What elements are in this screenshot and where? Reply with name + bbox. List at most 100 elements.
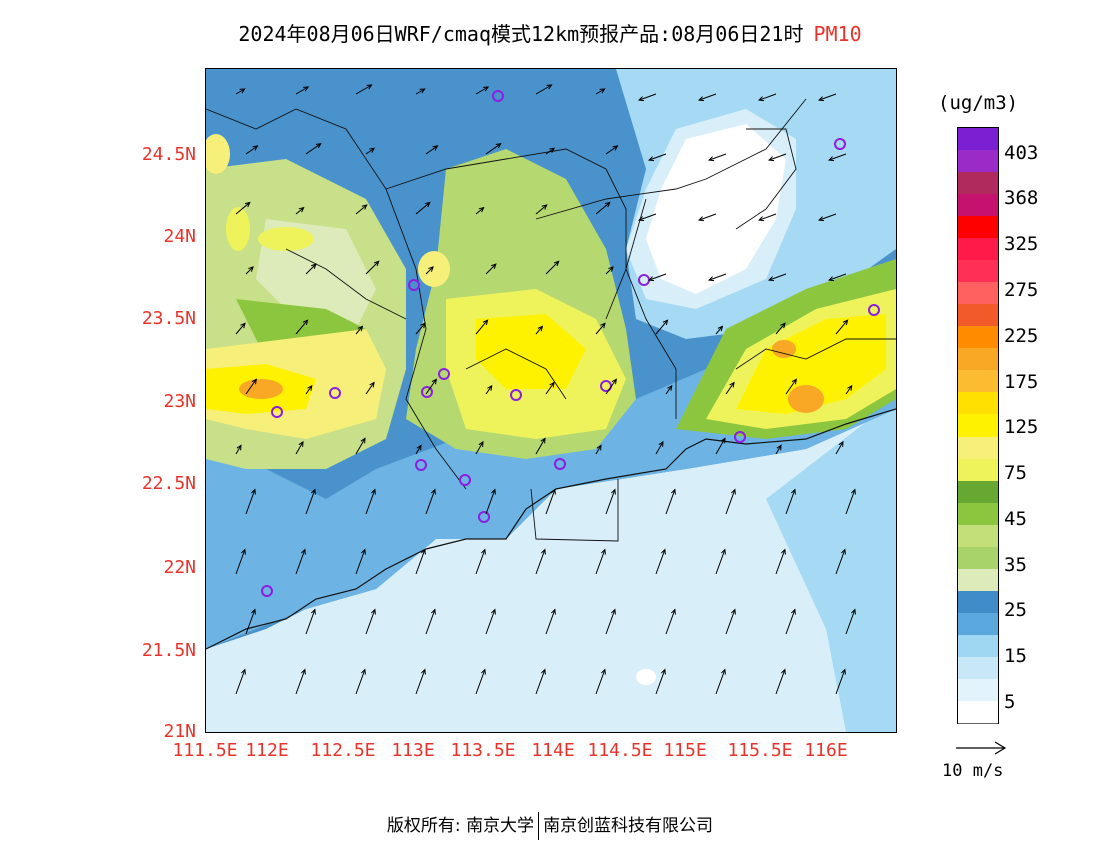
wind-arrow-head: [541, 204, 548, 210]
wind-arrow-head: [776, 444, 782, 451]
legend-label: 175: [1004, 371, 1039, 393]
wind-arrow-head: [478, 440, 484, 447]
legend-color-segment: [958, 172, 998, 196]
legend-color-segment: [958, 502, 998, 526]
wind-arrow-head: [838, 440, 844, 447]
wind-arrow-head: [658, 440, 664, 447]
outer-sea-band: [766, 399, 896, 732]
wind-arrow-head: [670, 488, 676, 495]
station-marker: [438, 368, 450, 380]
legend-color-segment: [958, 568, 998, 592]
legend-color-segment: [958, 700, 998, 724]
wind-arrow-head: [549, 147, 556, 153]
wind-arrow: [235, 322, 246, 335]
wind-arrow: [355, 669, 366, 695]
legend-label: 403: [1004, 142, 1039, 164]
legend-color-segment: [958, 128, 998, 152]
wind-arrow: [305, 263, 317, 275]
wind-arrow-head: [758, 96, 765, 102]
lat-label: 22.5N: [141, 473, 196, 494]
wind-arrow-head: [360, 437, 366, 444]
legend-label: 368: [1004, 187, 1039, 209]
wind-arrow: [715, 326, 723, 335]
wind-arrow-head: [360, 548, 366, 555]
wind-arrow: [545, 382, 555, 395]
wind-arrow: [715, 549, 726, 575]
wind-arrow: [485, 489, 496, 515]
wind-arrow: [775, 445, 782, 455]
wind-arrow-head: [660, 668, 666, 675]
wind-arrow-head: [537, 325, 544, 332]
wind-arrow: [845, 609, 856, 635]
wind-arrow-head: [667, 384, 673, 391]
city-border-3: [735, 338, 896, 370]
wind-arrow: [595, 322, 606, 335]
sea-white-patch: [636, 669, 656, 685]
wind-arrow: [535, 326, 543, 335]
station-marker: [459, 474, 471, 486]
lat-label: 24N: [163, 226, 196, 247]
wind-arrow-head: [428, 266, 434, 272]
wind-arrow: [545, 609, 556, 635]
wind-arrow: [785, 378, 797, 395]
wind-arrow-head: [487, 384, 493, 391]
lat-label: 23.5N: [141, 308, 196, 329]
wind-arrow: [355, 84, 372, 95]
wind-arrow-head: [239, 88, 246, 94]
wind-arrow-head: [248, 266, 254, 272]
wind-arrow-head: [310, 608, 316, 615]
wind-arrow-head: [540, 668, 546, 675]
wind-arrow: [415, 669, 426, 695]
wind-arrow-head: [840, 548, 846, 555]
wind-arrow-head: [307, 384, 313, 391]
wind-arrow-head: [818, 96, 825, 102]
wind-arrow: [305, 489, 316, 515]
wind-arrow: [785, 489, 796, 515]
wind-arrow-head: [717, 325, 724, 332]
wind-arrow: [235, 549, 246, 575]
wind-arrow-head: [840, 668, 846, 675]
wind-arrow-head: [546, 84, 553, 90]
legend-label: 25: [1004, 599, 1027, 621]
wind-arrow-head: [430, 608, 436, 615]
lat-label: 21.5N: [141, 640, 196, 661]
legend-label: 15: [1004, 645, 1027, 667]
wind-arrow-head: [720, 668, 726, 675]
wind-arrow-head: [553, 260, 560, 267]
legend-label: 5: [1004, 691, 1016, 713]
coastline: [206, 408, 896, 650]
wind-arrow: [545, 147, 555, 155]
wind-arrow: [425, 266, 434, 275]
wind-arrow-head: [780, 322, 786, 329]
legend-label: 35: [1004, 554, 1027, 576]
wind-arrow-head: [315, 143, 322, 149]
legend-label: 275: [1004, 279, 1039, 301]
wind-arrow: [535, 669, 546, 695]
wind-arrow: [295, 441, 304, 455]
wind-arrow-head: [550, 488, 556, 495]
wind-arrow-head: [828, 156, 835, 162]
wind-arrow-head: [729, 381, 735, 388]
wind-arrow-head: [424, 201, 431, 208]
wind-arrow-head: [611, 378, 617, 385]
wind-arrow-head: [482, 319, 489, 326]
footer-separator: [538, 812, 540, 840]
wind-arrow-head: [670, 608, 676, 615]
wind-arrow-head: [373, 260, 380, 267]
wind-arrow: [698, 213, 717, 221]
wind-arrow: [475, 549, 486, 575]
spot-w2: [258, 227, 314, 251]
wind-arrow-head: [604, 201, 611, 208]
wind-arrow: [715, 669, 726, 695]
wind-arrow-head: [366, 84, 373, 90]
wind-arrow: [235, 88, 245, 95]
wind-arrow: [295, 669, 306, 695]
wind-arrow-head: [420, 322, 426, 329]
lon-label: 115E: [663, 740, 707, 761]
wind-arrow: [595, 88, 605, 95]
wind-arrow: [365, 260, 380, 275]
wind-arrow-head: [780, 668, 786, 675]
wind-arrow-head: [244, 201, 251, 208]
legend-label: 325: [1004, 233, 1039, 255]
legend-color-segment: [958, 348, 998, 372]
